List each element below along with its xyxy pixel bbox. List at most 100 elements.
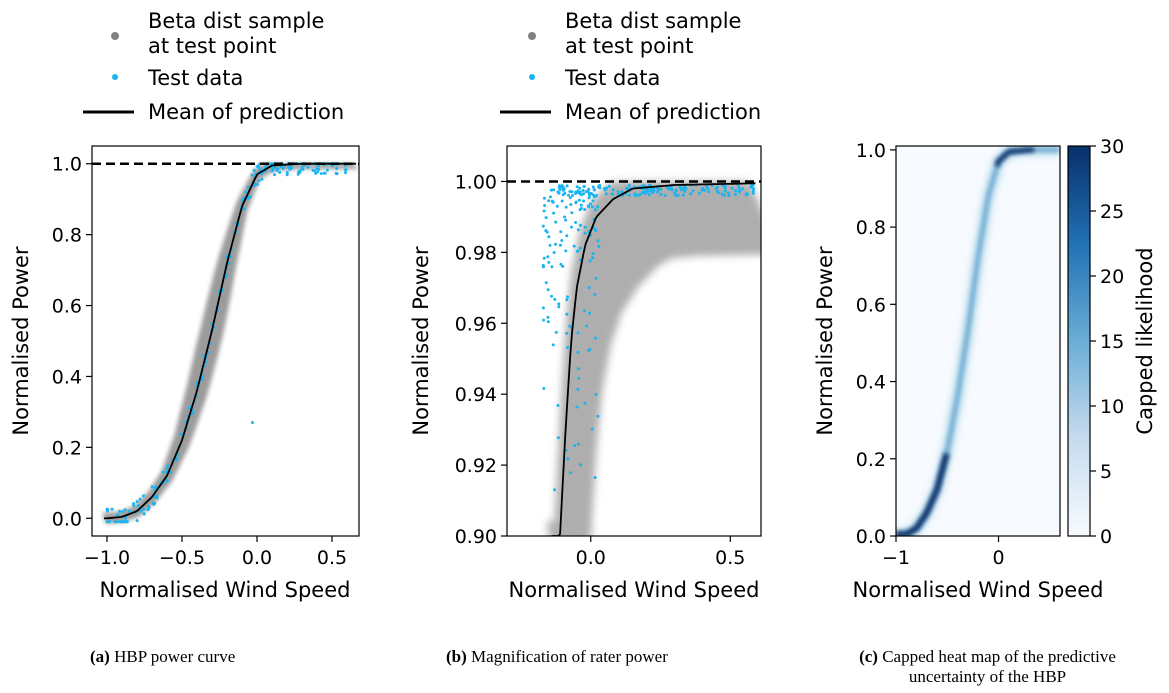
test-data-point <box>592 193 596 197</box>
test-data-point <box>334 171 338 175</box>
test-data-point <box>285 173 289 177</box>
test-data-point <box>738 189 742 193</box>
test-data-point <box>707 190 711 194</box>
y-tick-label: 0.94 <box>455 384 497 406</box>
axis-ticks: −1.0 −0.5 0.0 0.5 0.0 0.2 0.4 0.6 0.8 1.0 <box>52 154 347 569</box>
test-data-point <box>646 190 650 194</box>
test-data-point <box>582 192 586 196</box>
x-tick-label: 0.0 <box>242 547 272 569</box>
test-data-point <box>278 170 282 174</box>
x-tick-label: 0.0 <box>576 547 606 569</box>
test-data-point <box>553 488 556 492</box>
test-data-point <box>676 193 680 197</box>
test-data-point <box>127 509 131 513</box>
test-data-point <box>643 190 647 194</box>
test-data-point <box>591 185 595 189</box>
test-data-point <box>551 343 555 347</box>
y-axis-label: Normalised Power <box>409 246 433 436</box>
test-data-point <box>673 191 676 195</box>
test-data-point <box>682 193 685 197</box>
test-data-point <box>545 230 549 234</box>
caption-b-tag: (b) <box>446 647 467 666</box>
test-data-point <box>105 520 109 524</box>
test-data-point <box>576 189 580 193</box>
test-data-point <box>734 189 738 193</box>
test-data-point <box>548 195 552 199</box>
test-data-point <box>271 165 275 169</box>
test-data-point <box>663 194 667 197</box>
test-data-point <box>659 192 663 196</box>
legend-test-label: Test data <box>564 66 660 90</box>
heatmap-background <box>896 146 1060 536</box>
test-data-point <box>744 192 748 196</box>
test-data-point <box>570 211 574 215</box>
test-data-point <box>147 506 151 510</box>
test-data-point <box>575 405 579 409</box>
axis-ticks: −1 0 0.0 0.2 0.4 0.6 0.8 1.0 <box>856 140 1005 569</box>
test-data-point <box>579 463 582 467</box>
caption-a-text: HBP power curve <box>114 647 236 666</box>
test-data-point <box>555 204 559 208</box>
test-data-point <box>547 235 551 239</box>
test-data-point <box>136 504 140 508</box>
test-data-point <box>636 193 640 197</box>
test-data-point <box>331 164 334 168</box>
test-data-point <box>546 315 550 319</box>
y-tick-label: 0.2 <box>856 449 886 471</box>
test-data-point <box>592 188 596 192</box>
test-data-point <box>752 187 756 191</box>
y-tick-label: 0.0 <box>52 508 82 530</box>
test-data-point <box>574 200 578 204</box>
caption-a: (a) HBP power curve <box>90 647 310 667</box>
test-data-point <box>542 256 546 260</box>
legend-beta-label-1: Beta dist sample <box>565 9 741 33</box>
test-data-point <box>734 192 737 196</box>
x-axis-label: Normalised Wind Speed <box>853 578 1104 602</box>
test-data-point <box>715 185 719 189</box>
test-data-point <box>287 165 291 169</box>
test-data-point <box>590 427 594 431</box>
test-data-point <box>169 470 173 474</box>
test-data-point <box>569 471 573 475</box>
test-data-point <box>552 188 556 192</box>
test-data-point <box>585 324 589 328</box>
test-data-point <box>674 194 678 198</box>
test-data-point <box>594 276 598 280</box>
test-data-point <box>335 167 339 170</box>
test-data-point <box>627 183 631 187</box>
test-data-point <box>551 200 555 204</box>
test-data-point <box>596 239 600 243</box>
y-tick-label: 0.6 <box>856 294 886 316</box>
test-data-point <box>253 182 257 186</box>
test-data-point <box>256 165 259 168</box>
x-tick-label: 0.5 <box>317 547 347 569</box>
test-data-point <box>558 188 562 192</box>
test-data-point <box>273 166 277 170</box>
legend-b: Beta dist sample at test point Test data… <box>500 9 761 124</box>
test-data-point <box>105 509 109 513</box>
axes-frame <box>506 145 762 537</box>
test-data-point <box>556 436 560 440</box>
legend-beta-label-2: at test point <box>148 34 276 58</box>
test-data-point <box>723 189 727 193</box>
test-data-point <box>594 336 598 340</box>
test-data-point <box>620 190 624 194</box>
beta-sample-band <box>546 181 761 536</box>
test-data-point <box>244 190 248 194</box>
y-tick-label: 0.0 <box>856 526 886 548</box>
test-data-point <box>578 208 582 212</box>
colorbar-tick-label: 0 <box>1100 526 1112 548</box>
test-data-point <box>544 281 548 285</box>
test-data-point <box>543 204 547 207</box>
test-data-point <box>581 189 585 192</box>
test-data-point <box>566 457 570 461</box>
colorbar-ticks: 0 5 10 15 20 25 30 <box>1090 136 1124 548</box>
test-data-point <box>544 216 548 220</box>
test-data-point <box>246 185 250 189</box>
test-data-point <box>593 476 597 479</box>
test-data-point <box>560 199 564 203</box>
test-data-point <box>265 164 269 168</box>
test-data-point <box>344 171 347 175</box>
test-data-point <box>648 183 652 187</box>
